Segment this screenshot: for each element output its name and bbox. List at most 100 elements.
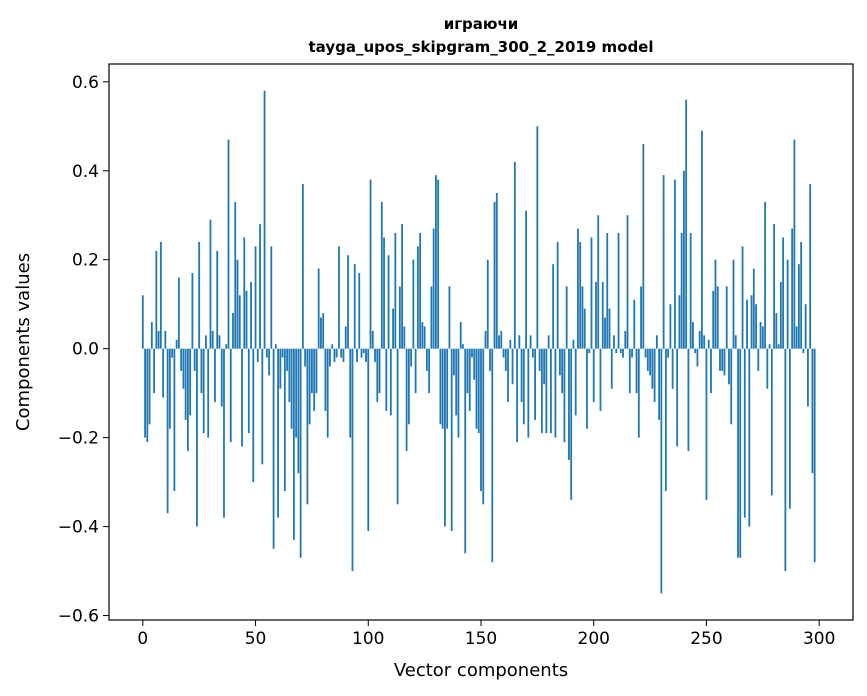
bar-component-228	[655, 335, 658, 349]
bar-component-18	[182, 348, 185, 389]
bar-component-210	[615, 348, 618, 354]
bar-component-90	[344, 326, 347, 349]
bar-component-219	[635, 348, 638, 394]
bar-component-281	[775, 313, 778, 349]
bar-component-125	[423, 326, 426, 349]
bar-component-285	[784, 348, 787, 572]
x-tick-label: 250	[690, 629, 722, 649]
bar-component-156	[493, 201, 496, 349]
bar-component-1	[144, 348, 146, 438]
bar-component-208	[610, 348, 613, 389]
bar-component-96	[358, 273, 361, 349]
bar-component-107	[383, 237, 385, 349]
bar-component-196	[583, 308, 586, 349]
bar-component-213	[622, 348, 624, 358]
bar-component-167	[518, 335, 521, 349]
bar-component-231	[662, 175, 665, 349]
bar-component-236	[673, 179, 676, 349]
bar-component-47	[247, 348, 250, 434]
bar-component-182	[552, 264, 555, 349]
bar-component-184	[556, 241, 559, 349]
bar-component-70	[299, 348, 302, 558]
bar-component-126	[425, 348, 428, 371]
bar-component-91	[347, 255, 349, 349]
bar-component-87	[338, 246, 340, 349]
bar-component-67	[292, 348, 295, 540]
bar-component-149	[477, 348, 480, 434]
bar-component-288	[791, 228, 794, 349]
bar-component-81	[324, 348, 327, 411]
bar-component-186	[561, 348, 564, 394]
bar-component-41	[234, 201, 237, 349]
bar-component-262	[732, 259, 735, 349]
bar-component-105	[378, 348, 381, 394]
bar-component-120	[412, 259, 415, 349]
bar-component-146	[471, 348, 473, 358]
bar-component-173	[531, 348, 534, 358]
bar-component-169	[522, 348, 525, 425]
bar-component-14	[173, 348, 176, 492]
bar-component-94	[353, 264, 356, 349]
bar-component-111	[392, 308, 394, 349]
bar-component-44	[241, 348, 243, 447]
bar-component-292	[800, 241, 803, 349]
bar-component-260	[728, 348, 730, 385]
bar-component-143	[464, 348, 467, 554]
bar-series	[141, 90, 816, 594]
bar-component-101	[369, 179, 372, 349]
bar-component-220	[637, 348, 640, 438]
bar-component-43	[238, 295, 241, 349]
bar-component-53	[261, 348, 264, 465]
bar-component-247	[698, 330, 701, 349]
bar-component-204	[601, 281, 604, 349]
bar-component-290	[795, 326, 798, 349]
bar-component-150	[480, 348, 482, 492]
bar-component-181	[549, 348, 552, 434]
bar-component-164	[511, 348, 514, 385]
bar-component-267	[743, 348, 746, 518]
bar-component-7	[157, 330, 160, 349]
bar-component-75	[311, 348, 313, 394]
bar-component-130	[435, 175, 437, 349]
bar-component-85	[333, 348, 336, 363]
bar-component-212	[619, 348, 622, 354]
bar-component-127	[428, 348, 431, 394]
bar-component-222	[642, 144, 645, 349]
bar-component-289	[793, 139, 796, 349]
bar-component-86	[335, 348, 338, 358]
bar-component-26	[200, 348, 203, 394]
bar-component-138	[453, 348, 455, 376]
bar-component-282	[777, 344, 780, 349]
bar-component-65	[288, 348, 291, 403]
bar-component-177	[540, 348, 543, 434]
bar-component-10	[164, 330, 167, 349]
bar-component-250	[705, 348, 708, 500]
bar-component-128	[430, 286, 433, 349]
bar-component-226	[651, 348, 654, 389]
bar-component-297	[811, 348, 814, 474]
bar-component-205	[604, 317, 606, 349]
bar-component-148	[475, 348, 478, 429]
bar-component-270	[750, 295, 753, 349]
bar-component-296	[809, 184, 812, 349]
bar-component-215	[626, 215, 629, 349]
bar-component-64	[286, 348, 289, 371]
bar-component-102	[371, 330, 374, 349]
bar-component-266	[741, 246, 744, 349]
bar-component-252	[710, 348, 712, 394]
bar-component-30	[209, 219, 212, 349]
bar-component-189	[568, 348, 570, 460]
bar-component-190	[570, 348, 573, 500]
bar-component-240	[683, 170, 685, 349]
bar-component-248	[701, 130, 703, 349]
bar-component-183	[554, 348, 557, 438]
bar-component-115	[401, 224, 403, 349]
x-tick-label: 300	[803, 629, 835, 649]
bar-component-279	[770, 348, 773, 496]
bar-component-245	[694, 348, 697, 354]
bar-component-89	[342, 348, 345, 363]
bar-component-298	[813, 348, 816, 563]
bar-component-32	[214, 348, 216, 403]
bar-component-139	[455, 348, 458, 416]
bar-component-39	[229, 348, 232, 443]
